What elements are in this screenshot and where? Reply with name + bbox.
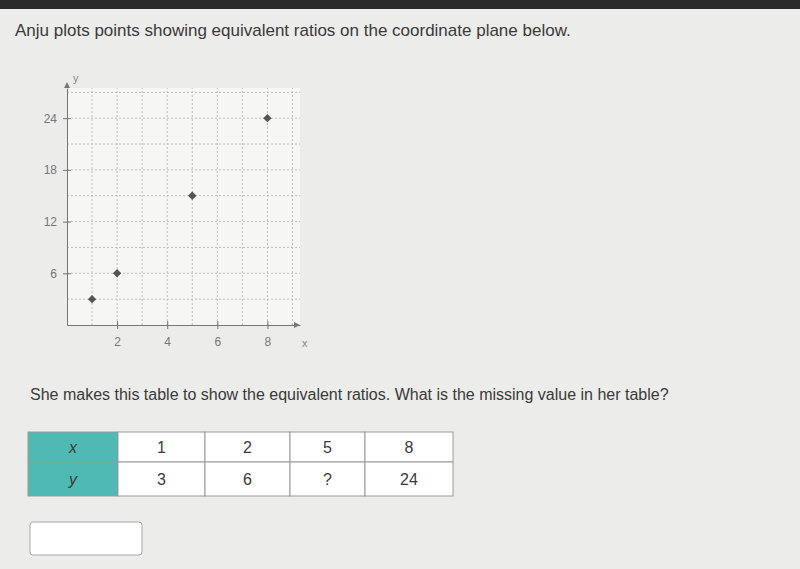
grid-line [67,169,300,170]
minor-grid-line [192,88,193,325]
chart: 24686121824xy [44,72,308,349]
header-text: x [68,439,78,456]
grid-line [217,88,218,325]
minor-grid-line [67,92,300,93]
tick: 6 [214,321,221,349]
top-band [0,0,800,9]
cell [365,432,453,462]
tick: 8 [265,321,272,349]
tick-mark [217,321,218,329]
tick-mark [63,170,71,171]
grid-line [267,88,268,325]
cell-text: 1 [157,439,166,456]
tick-label: 8 [265,335,272,349]
grid [67,88,300,325]
minor-grid-line [92,88,93,325]
tick-mark [117,321,118,329]
tick-label: 2 [114,335,121,349]
point [88,295,96,303]
cell [290,462,365,496]
minor-grid-line [67,299,300,300]
x-axis-title: x [302,337,308,349]
header-text: y [68,471,78,488]
point [263,114,271,122]
header-cell [28,462,118,496]
axis-line [68,325,301,326]
cell [290,432,365,462]
tick-mark [267,321,268,329]
grid-line [67,273,300,274]
tick-mark [63,118,71,119]
points [88,114,272,303]
y-axis-title: y [73,72,79,84]
cell [118,432,205,462]
tick: 18 [44,163,71,177]
question: She makes this table to show the equival… [30,386,669,403]
cell [365,462,453,496]
y-axis: 6 12 18 24 [44,89,71,326]
plot-area [67,88,300,325]
tick: 4 [164,321,171,349]
cell-text: 5 [323,439,332,456]
minor-grid-line [67,144,300,145]
cell-text: 6 [243,471,252,488]
tick-label: 4 [164,335,171,349]
grid-line [67,221,300,222]
tick-label: 6 [214,335,221,349]
page: Anju plots points showing equivalent rat… [0,0,800,569]
tick-mark [63,273,71,274]
instruction: Anju plots points showing equivalent rat… [15,21,571,40]
answer-box[interactable] [30,522,142,555]
axis-arrow [64,82,70,88]
minor-grid-line [292,88,293,325]
cell [205,432,290,462]
tick-label: 12 [44,215,58,229]
header-cell [28,432,118,462]
point [113,269,121,277]
minor-grid-line [67,195,300,196]
cell-text: ? [323,471,332,488]
tick-mark [63,222,71,223]
tick-label: 6 [50,267,57,281]
grid-line [117,88,118,325]
point [188,192,196,200]
tick-label: 18 [44,163,58,177]
tick-label: 24 [44,112,58,126]
cell-text: 24 [400,471,418,488]
axis-line [67,89,68,326]
cell-text: 8 [405,439,414,456]
tick-mark [167,321,168,329]
tick: 24 [44,112,71,126]
tick: 12 [44,215,71,229]
cell [118,462,205,496]
cell [205,462,290,496]
tick: 6 [50,267,71,281]
axis-arrow [294,322,300,328]
minor-grid-line [142,88,143,325]
tick: 2 [114,321,121,349]
cell-text: 2 [243,439,252,456]
table: x 1 2 5 8 y 3 6? 24 [28,432,453,496]
minor-grid-line [242,88,243,325]
x-axis: 2 4 6 8 [68,321,301,349]
grid-line [167,88,168,325]
minor-grid-line [67,247,300,248]
cell-text: 3 [157,471,166,488]
